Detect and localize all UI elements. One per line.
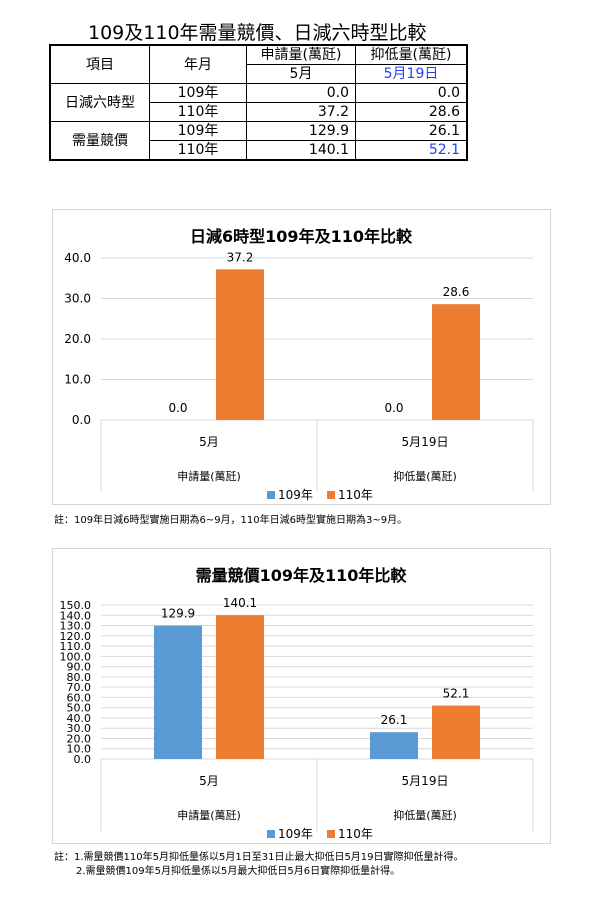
- category-label: 5月19日: [402, 435, 449, 449]
- y-tick-label: 30.0: [64, 292, 91, 306]
- data-label: 0.0: [384, 401, 403, 415]
- header-year: 年月: [149, 44, 247, 84]
- y-tick-label: 90.0: [67, 661, 92, 674]
- chart-title: 需量競價109年及110年比較: [196, 566, 408, 585]
- row-reduce: 28.6: [355, 102, 468, 122]
- group-label: 申請量(萬瓩): [177, 469, 241, 483]
- row-apply: 140.1: [246, 140, 356, 161]
- y-tick-label: 30.0: [67, 722, 92, 735]
- legend-label: 109年: [278, 488, 313, 502]
- y-tick-label: 150.0: [60, 599, 92, 612]
- legend-label: 110年: [338, 488, 373, 502]
- row-reduce: 26.1: [355, 121, 468, 141]
- y-tick-label: 120.0: [60, 630, 92, 643]
- legend-swatch: [267, 830, 275, 838]
- y-tick-label: 20.0: [64, 332, 91, 346]
- y-tick-label: 80.0: [67, 671, 92, 684]
- y-tick-label: 0.0: [72, 413, 91, 427]
- header-reduce: 抑低量(萬瓩): [355, 44, 468, 65]
- y-tick-label: 60.0: [67, 691, 92, 704]
- chart-demand-bidding: 需量競價109年及110年比較 0.010.020.030.040.050.060…: [60, 566, 534, 841]
- legend-label: 110年: [338, 827, 373, 841]
- bar: [432, 705, 480, 759]
- row-year: 109年: [149, 83, 247, 103]
- data-label: 28.6: [443, 285, 470, 299]
- legend-label: 109年: [278, 827, 313, 841]
- group-label: 抑低量(萬瓩): [393, 808, 457, 822]
- row-apply: 37.2: [246, 102, 356, 122]
- category-label: 5月: [199, 435, 219, 449]
- bar: [370, 732, 418, 759]
- y-tick-label: 50.0: [67, 702, 92, 715]
- header-apply-month: 5月: [246, 64, 356, 84]
- chart-box-2: 需量競價109年及110年比較 0.0 10.0 20.0 30.0 40.0 50.0 60…: [52, 548, 551, 844]
- bar: [154, 625, 202, 759]
- data-label: 37.2: [227, 250, 254, 264]
- row-year: 110年: [149, 140, 247, 161]
- header-item: 項目: [49, 44, 150, 84]
- group-name: 需量競價: [49, 121, 150, 161]
- y-tick-label: 110.0: [60, 640, 92, 653]
- note-2-line2: 2.需量競價109年5月抑低量係以5月最大抑低日5月6日實際抑低量計得。: [76, 866, 401, 877]
- bar: [216, 615, 264, 759]
- chart-box-1: 日減6時型109年及110年比較 0.0 10.0 20.0 30.0 40.0 0.0 37…: [52, 209, 551, 505]
- y-tick-label: 40.0: [64, 251, 91, 265]
- category-label: 5月19日: [402, 774, 449, 788]
- y-tick-label: 0.0: [74, 753, 92, 766]
- row-apply: 0.0: [246, 83, 356, 103]
- y-tick-label: 130.0: [60, 620, 92, 633]
- note-2-line1: 註：1.需量競價110年5月抑低量係以5月1日至31日止最大抑低日5月19日實際…: [54, 852, 464, 863]
- group-name: 日減六時型: [49, 83, 150, 122]
- category-label: 5月: [199, 774, 219, 788]
- row-reduce: 0.0: [355, 83, 468, 103]
- row-year: 110年: [149, 102, 247, 122]
- group-label: 抑低量(萬瓩): [393, 469, 457, 483]
- bar: [216, 269, 264, 420]
- y-tick-label: 20.0: [67, 732, 92, 745]
- chart-title: 日減6時型109年及110年比較: [190, 227, 413, 246]
- y-tick-label: 140.0: [60, 609, 92, 622]
- y-tick-label: 10.0: [67, 743, 92, 756]
- note-1: 註：109年日減6時型實施日期為6~9月，110年日減6時型實施日期為3~9月。: [54, 515, 408, 526]
- group-label: 申請量(萬瓩): [177, 808, 241, 822]
- y-tick-label: 10.0: [64, 373, 91, 387]
- row-apply: 129.9: [246, 121, 356, 141]
- bar: [432, 304, 480, 420]
- data-label: 26.1: [381, 713, 408, 727]
- y-tick-label: 40.0: [67, 712, 92, 725]
- header-apply: 申請量(萬瓩): [246, 44, 356, 65]
- header-reduce-date: 5月19日: [355, 64, 468, 84]
- y-tick-label: 70.0: [67, 681, 92, 694]
- data-label: 129.9: [161, 607, 195, 621]
- data-label: 0.0: [168, 401, 187, 415]
- comparison-table: 項目 年月 申請量(萬瓩) 抑低量(萬瓩) 5月 5月19日 日減六時型 109…: [49, 44, 468, 161]
- chart-time-of-use: 日減6時型109年及110年比較 0.0 10.0 20.0 30.0 40.0 0.0 37…: [64, 227, 534, 502]
- row-year: 109年: [149, 121, 247, 141]
- data-label: 52.1: [443, 687, 470, 701]
- legend-swatch: [267, 491, 275, 499]
- legend-swatch: [327, 491, 335, 499]
- legend-swatch: [327, 830, 335, 838]
- y-tick-label: 100.0: [60, 650, 92, 663]
- page-title: 109及110年需量競價、日減六時型比較: [88, 22, 427, 44]
- row-reduce: 52.1: [355, 140, 468, 161]
- data-label: 140.1: [223, 596, 257, 610]
